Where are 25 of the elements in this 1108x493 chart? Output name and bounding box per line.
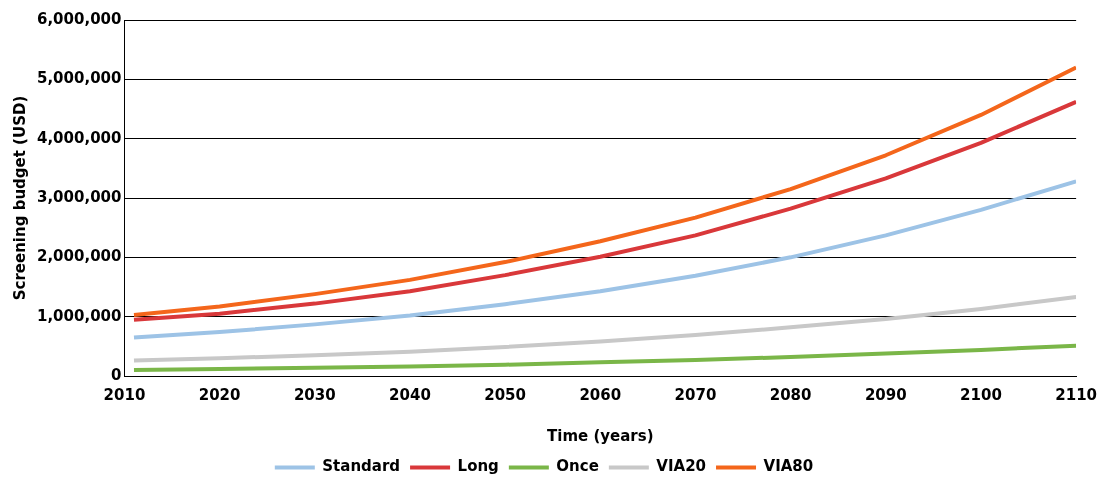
- y-axis-title: Screening budget (USD): [10, 95, 29, 301]
- x-tick-label: 2060: [579, 385, 622, 404]
- legend-label: VIA20: [656, 457, 707, 476]
- x-tick-label: 2030: [293, 385, 336, 404]
- x-tick-label: 2040: [389, 385, 431, 404]
- x-tick-label: 2050: [484, 385, 526, 404]
- y-tick-label: 1,000,000: [36, 306, 122, 325]
- x-tick-label: 2070: [674, 385, 717, 404]
- legend-label: VIA80: [763, 457, 814, 476]
- x-tick-label: 2090: [864, 385, 907, 404]
- y-tick-label: 0: [111, 365, 122, 384]
- y-tick-label: 2,000,000: [36, 247, 122, 266]
- legend-label: Long: [457, 457, 499, 476]
- legend-label: Once: [556, 457, 599, 476]
- x-tick-label: 2020: [198, 385, 241, 404]
- legend-label: Standard: [322, 457, 401, 476]
- y-tick-label: 4,000,000: [36, 128, 122, 147]
- y-tick-label: 5,000,000: [36, 69, 122, 88]
- y-tick-label: 6,000,000: [36, 9, 122, 28]
- x-tick-label: 2010: [103, 385, 146, 404]
- y-tick-label: 3,000,000: [36, 187, 122, 206]
- x-axis-title: Time (years): [547, 426, 654, 445]
- x-tick-label: 2100: [960, 385, 1002, 404]
- x-tick-label: 2080: [769, 385, 812, 404]
- x-tick-label: 2110: [1055, 385, 1097, 404]
